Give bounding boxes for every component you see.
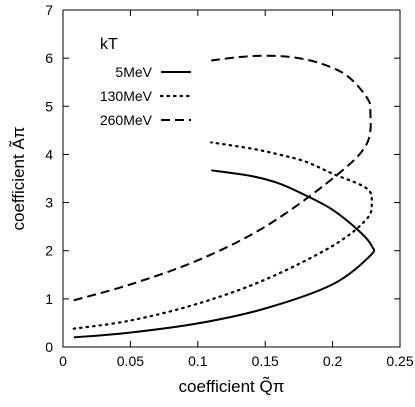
y-tick-label: 1 [45, 291, 53, 307]
x-tick-label: 0.05 [117, 353, 144, 369]
x-tick-label: 0.1 [188, 353, 208, 369]
plot-frame [62, 9, 401, 348]
legend-label: 130MeV [100, 88, 153, 104]
series-line-5mev [73, 169, 376, 339]
y-tick-label: 7 [45, 2, 53, 18]
x-tick-label: 0 [59, 353, 67, 369]
y-axis-title: coefficient Ãπ [9, 126, 28, 230]
series-line-130mev [72, 141, 373, 330]
x-tick-label: 0.15 [252, 353, 279, 369]
x-tick-label: 0.2 [323, 353, 343, 369]
x-tick-label: 0.25 [386, 353, 413, 369]
legend-label: 260MeV [100, 112, 153, 128]
y-tick-label: 3 [45, 195, 53, 211]
y-tick-label: 0 [45, 339, 53, 355]
axis-ticks: 0 0.05 0.1 0.15 0.2 0.25 0 1 2 3 4 5 6 7 [45, 2, 414, 369]
chart-marks [72, 54, 376, 339]
legend: kT 5MeV 130MeV 260MeV [100, 36, 193, 128]
y-tick-label: 2 [45, 243, 53, 259]
legend-title: kT [100, 36, 118, 53]
y-tick-label: 5 [45, 98, 53, 114]
y-tick-label: 6 [45, 50, 53, 66]
legend-label: 5MeV [115, 64, 152, 80]
y-tick-label: 4 [45, 146, 53, 162]
x-axis-title: coefficient Q̃π [179, 376, 285, 396]
series-line-260mev [73, 54, 372, 302]
